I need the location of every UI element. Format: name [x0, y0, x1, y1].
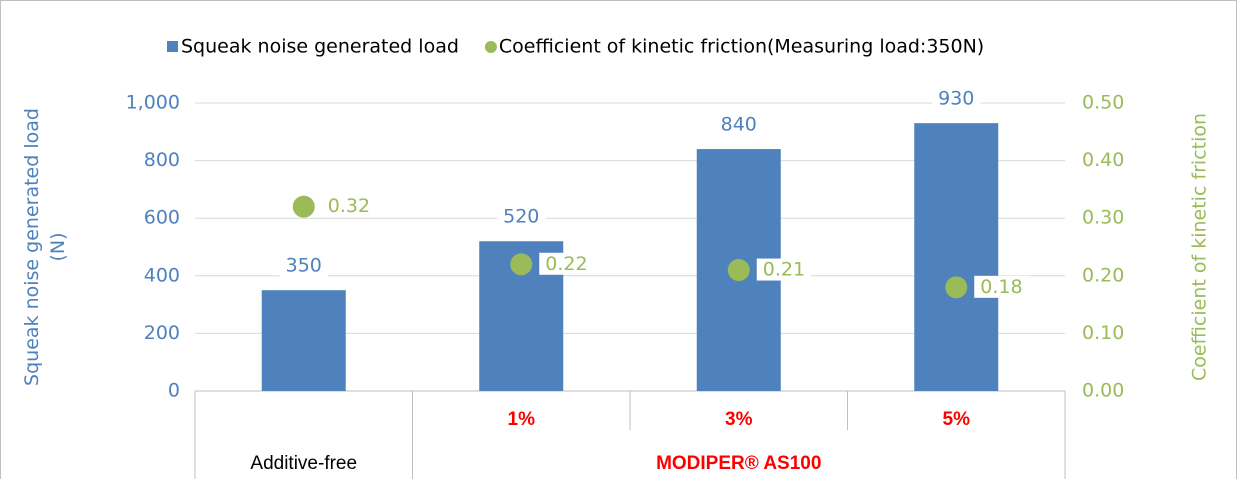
y2-tick-label: 0.40 [1082, 149, 1124, 171]
label-background [714, 113, 763, 136]
y2-axis-title: Coefficient of kinetic friction [1189, 113, 1211, 381]
x-tick-label: 1% [508, 409, 536, 430]
point-value-label: 0.22 [545, 253, 587, 275]
point-value-label: 0.21 [763, 259, 805, 281]
point-value-label: 0.32 [328, 195, 370, 217]
y-axis-title-line: Squeak noise generated load [21, 108, 43, 386]
y-tick-label: 400 [144, 264, 180, 286]
label-background [539, 252, 594, 275]
point-value-label: 0.18 [980, 276, 1022, 298]
y2-tick-label: 0.30 [1082, 207, 1124, 229]
x-tick-label: 3% [725, 409, 753, 430]
y2-tick-label: 0.00 [1082, 380, 1124, 402]
y-tick-label: 600 [144, 207, 180, 229]
y-tick-label: 800 [144, 149, 180, 171]
y-tick-label: 200 [144, 322, 180, 344]
bar [914, 123, 999, 391]
y2-tick-label: 0.10 [1082, 322, 1124, 344]
bar-value-label: 840 [721, 114, 757, 136]
x-tick-label: 5% [943, 409, 971, 430]
bar-value-label: 930 [938, 88, 974, 110]
y-tick-label: 0 [168, 380, 180, 402]
label-background [321, 195, 377, 218]
point [292, 195, 315, 218]
bar [261, 290, 346, 391]
label-background [497, 205, 546, 228]
label-background [279, 254, 328, 277]
label-background [932, 87, 981, 110]
legend-marker [484, 41, 497, 53]
point [727, 259, 750, 282]
legend-marker [167, 41, 178, 52]
label-background [756, 258, 812, 281]
bar-value-label: 520 [503, 206, 539, 228]
y-axis-title: Squeak noise generated load (N) [21, 108, 69, 386]
group-label: MODIPER® AS100 [656, 453, 821, 474]
y-tick-label: 1,000 [126, 92, 180, 114]
legend-label: Squeak noise generated load [181, 36, 459, 58]
label-background [974, 275, 1029, 298]
y-axis-title-line: (N) [47, 232, 69, 261]
group-label: Additive-free [250, 453, 357, 474]
point [945, 276, 968, 299]
y2-tick-label: 0.50 [1082, 92, 1124, 114]
point [510, 253, 533, 276]
bar-value-label: 350 [286, 255, 322, 277]
y2-tick-label: 0.20 [1082, 264, 1124, 286]
legend-label: Coefficient of kinetic friction(Measurin… [499, 36, 984, 58]
